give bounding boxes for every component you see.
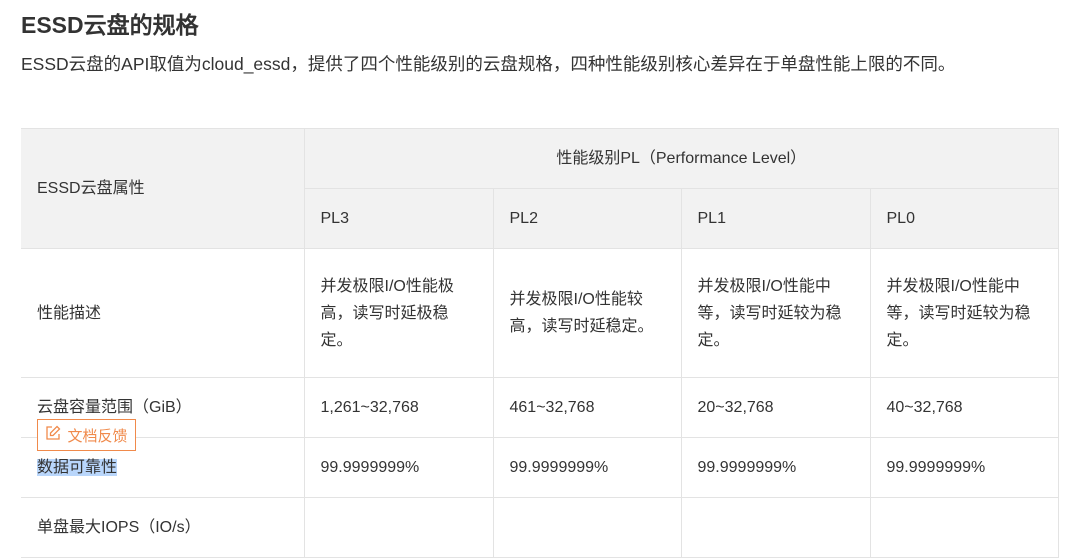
- cell: 并发极限I/O性能较高，读写时延稳定。: [492, 248, 682, 378]
- cell: [492, 497, 682, 558]
- table-row: 云盘容量范围（GiB） 1,261~32,768 461~32,768 20~3…: [21, 377, 1059, 438]
- cell: [680, 497, 871, 558]
- attr-header: ESSD云盘属性: [21, 128, 305, 249]
- level-header: PL2: [492, 188, 682, 249]
- cell: 99.9999999%: [492, 437, 682, 498]
- table-row: 数据可靠性 99.9999999% 99.9999999% 99.9999999…: [21, 437, 1059, 498]
- cell: 并发极限I/O性能中等，读写时延较为稳定。: [869, 248, 1059, 378]
- cell: 99.9999999%: [303, 437, 494, 498]
- spec-table: ESSD云盘属性 性能级别PL（Performance Level） PL3 P…: [21, 128, 1059, 558]
- feedback-button[interactable]: 文档反馈: [37, 419, 136, 451]
- edit-icon: [45, 425, 61, 445]
- cell: 并发极限I/O性能中等，读写时延较为稳定。: [680, 248, 871, 378]
- cell: 40~32,768: [869, 377, 1059, 438]
- level-header: PL1: [680, 188, 871, 249]
- page-title: ESSD云盘的规格: [21, 12, 199, 38]
- level-header: PL3: [304, 188, 494, 249]
- row-label: 性能描述: [21, 248, 305, 378]
- cell: 99.9999999%: [869, 437, 1059, 498]
- table-row: 性能描述 并发极限I/O性能极高，读写时延极稳定。 并发极限I/O性能较高，读写…: [21, 248, 1059, 378]
- cell: [869, 497, 1059, 558]
- level-header: PL0: [869, 188, 1059, 249]
- cell: 并发极限I/O性能极高，读写时延极稳定。: [303, 248, 494, 378]
- row-label: 单盘最大IOPS（IO/s）: [21, 497, 305, 558]
- intro-paragraph: ESSD云盘的API取值为cloud_essd，提供了四个性能级别的云盘规格，四…: [21, 54, 956, 74]
- cell: [303, 497, 494, 558]
- cell: 461~32,768: [492, 377, 682, 438]
- cell: 99.9999999%: [680, 437, 871, 498]
- row-label: 数据可靠性: [21, 437, 305, 498]
- feedback-label: 文档反馈: [67, 427, 128, 445]
- cell: 1,261~32,768: [303, 377, 494, 438]
- selected-text: 数据可靠性: [37, 459, 118, 476]
- table-row: 单盘最大IOPS（IO/s）: [21, 497, 1059, 558]
- cell: 20~32,768: [680, 377, 871, 438]
- group-header: 性能级别PL（Performance Level）: [303, 128, 1059, 189]
